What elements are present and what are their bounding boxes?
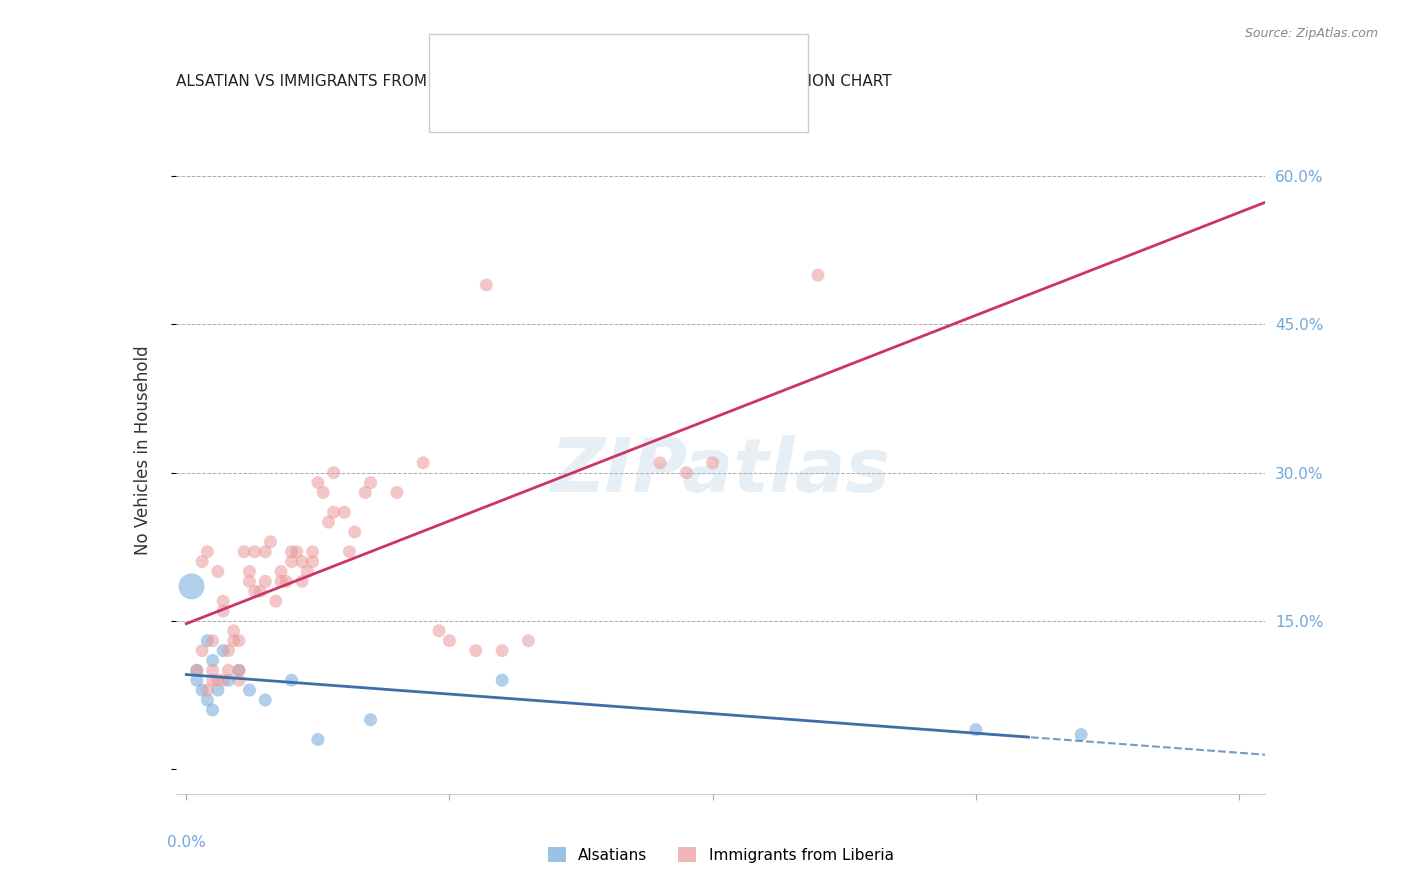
Point — [297, 565, 319, 579]
Text: ■: ■ — [457, 96, 474, 114]
Point — [238, 565, 260, 579]
Point — [207, 673, 229, 688]
Point — [280, 555, 302, 569]
Point — [318, 515, 340, 529]
Point — [339, 545, 361, 559]
Point — [270, 574, 292, 589]
Point — [186, 673, 208, 688]
Point — [186, 664, 208, 678]
Point — [333, 505, 356, 519]
Point — [291, 555, 314, 569]
Y-axis label: No Vehicles in Household: No Vehicles in Household — [134, 345, 152, 556]
Point — [233, 545, 256, 559]
Point — [201, 664, 224, 678]
Point — [195, 693, 218, 707]
Point — [207, 565, 229, 579]
Point — [280, 545, 302, 559]
Point — [217, 643, 239, 657]
Point — [195, 545, 218, 559]
Point — [675, 466, 697, 480]
Point — [312, 485, 335, 500]
Point — [807, 268, 830, 282]
Text: ZIPatlas: ZIPatlas — [551, 434, 890, 508]
Point — [517, 633, 540, 648]
Point — [648, 456, 671, 470]
Point — [222, 633, 245, 648]
Point — [412, 456, 434, 470]
Point — [491, 673, 513, 688]
Point — [228, 664, 250, 678]
Text: R =  0.623   N = 63: R = 0.623 N = 63 — [488, 98, 637, 113]
Point — [191, 683, 214, 698]
Point — [343, 524, 366, 539]
Point — [180, 579, 202, 593]
Point — [212, 673, 235, 688]
Text: ALSATIAN VS IMMIGRANTS FROM LIBERIA NO VEHICLES IN HOUSEHOLD CORRELATION CHART: ALSATIAN VS IMMIGRANTS FROM LIBERIA NO V… — [176, 74, 891, 89]
Point — [385, 485, 408, 500]
Point — [264, 594, 287, 608]
Text: 0.0%: 0.0% — [167, 835, 205, 850]
Point — [228, 673, 250, 688]
Point — [222, 624, 245, 638]
Point — [464, 643, 486, 657]
Point — [228, 664, 250, 678]
Point — [280, 673, 302, 688]
Point — [243, 545, 266, 559]
Point — [301, 555, 323, 569]
Legend: Alsatians, Immigrants from Liberia: Alsatians, Immigrants from Liberia — [541, 840, 900, 869]
Point — [270, 565, 292, 579]
Point — [201, 653, 224, 667]
Point — [291, 574, 314, 589]
Point — [360, 475, 382, 490]
Point — [191, 643, 214, 657]
Point — [439, 633, 461, 648]
Point — [217, 673, 239, 688]
Point — [360, 713, 382, 727]
Point — [322, 466, 344, 480]
Point — [191, 555, 214, 569]
Point — [702, 456, 724, 470]
Point — [254, 693, 277, 707]
Point — [285, 545, 308, 559]
Point — [201, 703, 224, 717]
Point — [965, 723, 987, 737]
Point — [238, 683, 260, 698]
Point — [276, 574, 298, 589]
Text: Source: ZipAtlas.com: Source: ZipAtlas.com — [1244, 27, 1378, 40]
Point — [217, 664, 239, 678]
Point — [186, 664, 208, 678]
Point — [491, 643, 513, 657]
Point — [307, 732, 329, 747]
Point — [301, 545, 323, 559]
Point — [254, 545, 277, 559]
Point — [259, 534, 281, 549]
Point — [228, 633, 250, 648]
Point — [201, 673, 224, 688]
Point — [238, 574, 260, 589]
Point — [307, 475, 329, 490]
Point — [354, 485, 377, 500]
Point — [243, 584, 266, 599]
Point — [249, 584, 271, 599]
Text: ■: ■ — [457, 56, 474, 74]
Point — [201, 633, 224, 648]
Point — [1070, 728, 1092, 742]
Point — [254, 574, 277, 589]
Point — [195, 683, 218, 698]
Point — [475, 277, 498, 292]
Point — [427, 624, 450, 638]
Point — [207, 683, 229, 698]
Point — [195, 633, 218, 648]
Point — [212, 643, 235, 657]
Text: R = -0.236   N = 20: R = -0.236 N = 20 — [488, 58, 638, 73]
Point — [212, 594, 235, 608]
Point — [322, 505, 344, 519]
Point — [212, 604, 235, 618]
